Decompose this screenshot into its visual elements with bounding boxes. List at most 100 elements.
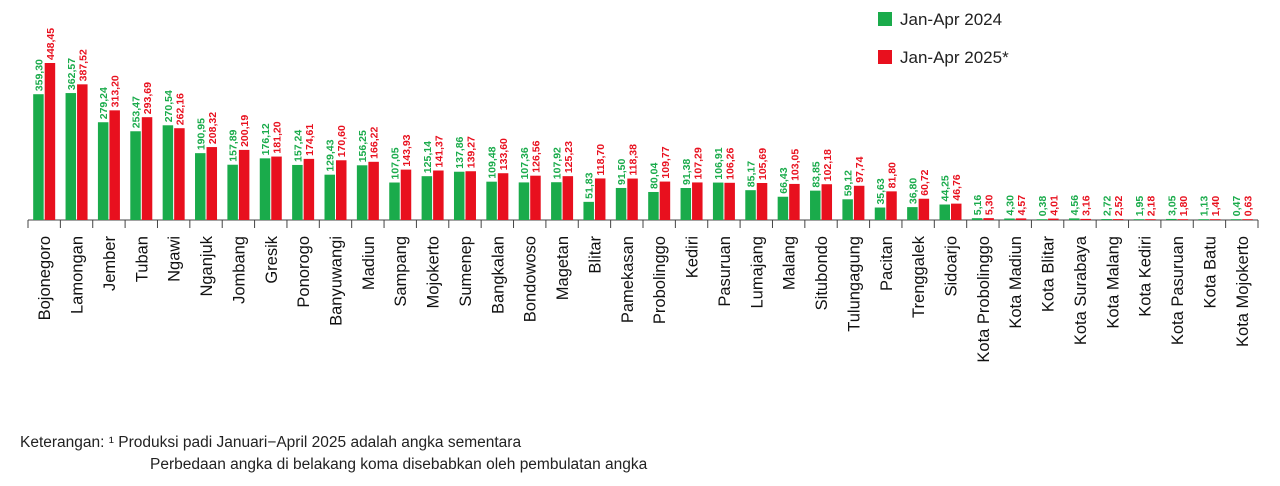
x-tick-label: Kota Malang [1104, 236, 1122, 329]
x-tick-label: Kota Probolinggo [975, 236, 993, 363]
bar-2024 [583, 201, 594, 220]
bar-2024 [453, 171, 465, 220]
bar-2024 [130, 131, 141, 220]
data-label-2024: 4,56 [1069, 195, 1081, 216]
bar-2025 [44, 63, 56, 220]
data-label-2024: 5,16 [972, 195, 984, 216]
data-label-2024: 129,43 [325, 139, 337, 171]
data-label-2025: 293,69 [142, 82, 154, 114]
bar-2024 [486, 181, 497, 220]
x-tick-label: Trenggalek [910, 235, 928, 318]
x-tick-label: Blitar [586, 235, 604, 273]
legend-item-2024: Jan-Apr 2024 [878, 10, 1009, 30]
data-label-2024: 4,30 [1004, 195, 1016, 216]
data-label-2025: 133,60 [498, 138, 510, 170]
bar-2025 [141, 117, 153, 220]
bar-2025 [206, 147, 218, 220]
x-tick-label: Gresik [263, 235, 281, 283]
bar-2024 [810, 190, 821, 220]
data-label-2025: 103,05 [789, 149, 801, 181]
data-label-2025: 181,20 [272, 121, 284, 153]
bar-2025 [465, 171, 476, 220]
bar-2025 [692, 182, 703, 220]
data-label-2024: 137,86 [454, 136, 466, 168]
bar-2025 [530, 175, 541, 220]
data-label-2025: 262,16 [174, 93, 186, 125]
bar-2024 [874, 207, 886, 220]
bar-2025 [1048, 218, 1059, 220]
bar-2024 [648, 191, 659, 220]
data-label-2024: 44,25 [940, 175, 952, 201]
bar-2024 [518, 182, 530, 220]
bar-2025 [1242, 219, 1253, 220]
x-tick-label: Bojonegoro [36, 236, 54, 320]
bar-2025 [1145, 219, 1156, 220]
bar-2025 [983, 218, 994, 220]
bar-2025 [821, 184, 833, 220]
bar-2024 [1036, 219, 1048, 220]
x-tick-label: Nganjuk [198, 235, 216, 296]
data-label-2024: 156,25 [357, 130, 369, 162]
data-label-2024: 107,05 [389, 147, 401, 179]
x-tick-label: Bondowoso [522, 236, 540, 322]
bar-2024 [1230, 219, 1242, 220]
data-label-2025: 200,19 [239, 115, 251, 147]
bar-2024 [162, 125, 174, 220]
bar-2024 [939, 204, 950, 220]
data-label-2024: 253,47 [131, 96, 143, 128]
data-label-2025: 170,60 [336, 125, 348, 157]
data-label-2024: 106,91 [713, 147, 725, 179]
data-label-2024: 107,92 [551, 147, 563, 179]
x-tick-label: Situbondo [813, 236, 831, 310]
x-tick-label: Kota Kediri [1137, 236, 1155, 317]
bar-2024 [259, 158, 271, 220]
bar-2025 [400, 169, 412, 220]
x-tick-label: Kediri [684, 236, 702, 278]
data-label-2025: 0,63 [1243, 196, 1255, 217]
legend-swatch-2024 [878, 12, 892, 26]
bar-2024 [97, 122, 109, 220]
data-label-2024: 0,47 [1231, 196, 1243, 217]
bar-2024 [33, 94, 44, 220]
bar-2025 [238, 149, 250, 220]
x-tick-label: Lumajang [748, 236, 766, 308]
bar-2025 [724, 182, 735, 220]
data-label-2025: 2,52 [1113, 196, 1125, 217]
x-tick-label: Tuban [133, 236, 151, 282]
data-label-2024: 91,50 [616, 159, 628, 185]
data-label-2025: 1,40 [1210, 196, 1222, 217]
x-tick-label: Ngawi [166, 236, 184, 282]
x-tick-label: Pacitan [878, 236, 896, 291]
x-tick-label: Jombang [230, 236, 248, 304]
data-label-2025: 109,77 [660, 146, 672, 178]
data-label-2025: 60,72 [919, 169, 931, 195]
bar-2024 [615, 187, 627, 220]
data-label-2024: 3,05 [1166, 195, 1178, 216]
data-label-2024: 1,13 [1199, 196, 1211, 217]
data-label-2024: 270,54 [163, 90, 175, 122]
bar-2025 [368, 161, 379, 220]
bar-2024 [1101, 219, 1112, 220]
footnote-line-1: Keterangan: ¹ Produksi padi Januari−Apri… [20, 434, 522, 451]
legend-item-2025: Jan-Apr 2025* [878, 48, 1009, 68]
x-tick-label: Lamongan [69, 236, 87, 314]
x-tick-label: Kota Surabaya [1072, 235, 1090, 345]
data-label-2025: 125,23 [563, 141, 575, 173]
data-label-2025: 5,30 [984, 195, 996, 216]
x-tick-label: Malang [781, 236, 799, 290]
bar-2024 [712, 182, 724, 220]
bar-2024 [777, 196, 789, 220]
x-tick-label: Sampang [392, 236, 410, 307]
bar-2024 [971, 218, 983, 220]
data-label-2024: 362,57 [66, 58, 78, 90]
bar-2025 [303, 158, 315, 220]
data-label-2025: 448,45 [45, 28, 57, 60]
bar-2024 [842, 199, 853, 220]
bar-2024 [551, 182, 562, 220]
bar-2025 [433, 170, 444, 220]
data-label-2025: 313,20 [110, 75, 122, 107]
bar-2025 [951, 203, 962, 220]
bar-2024 [1198, 219, 1209, 220]
bar-2025 [756, 182, 768, 220]
bar-2024 [195, 153, 206, 220]
